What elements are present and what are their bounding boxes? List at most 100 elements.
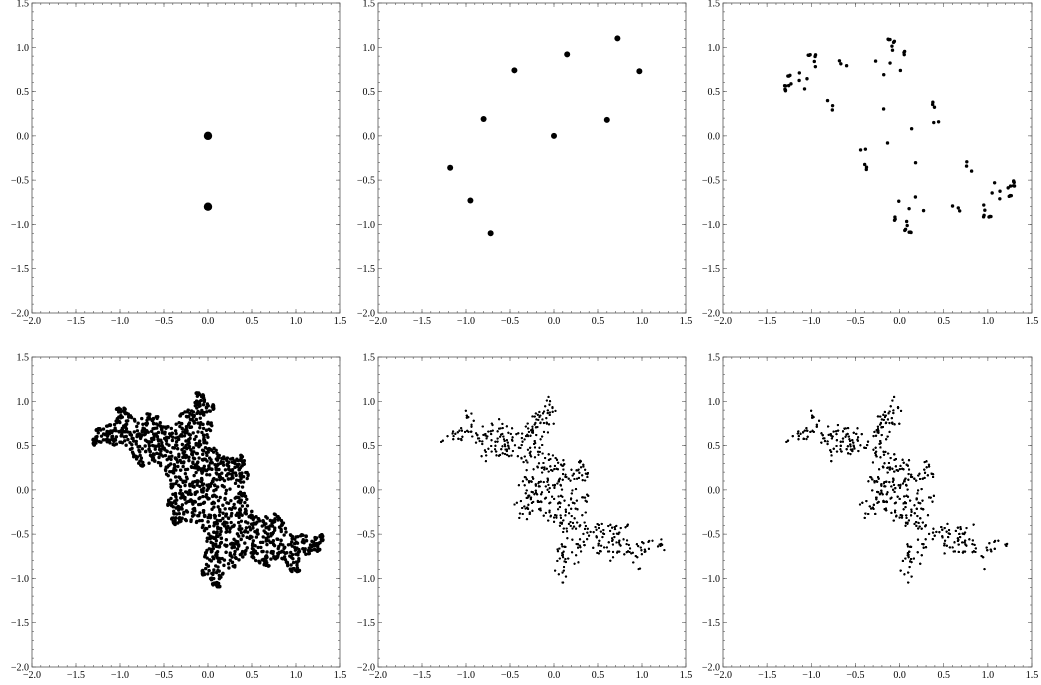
x-tick-label: 0.0 xyxy=(202,316,215,327)
data-point xyxy=(316,545,320,549)
data-point xyxy=(226,516,231,521)
x-tick-label: 0.0 xyxy=(548,670,561,681)
data-point xyxy=(208,536,212,541)
data-point xyxy=(998,189,1002,193)
data-point xyxy=(209,559,214,563)
data-point xyxy=(222,558,227,562)
data-point xyxy=(609,523,612,526)
data-point xyxy=(131,439,136,443)
data-point xyxy=(807,53,811,58)
data-point xyxy=(614,35,621,42)
data-point xyxy=(187,455,191,459)
data-point xyxy=(583,521,586,524)
data-point xyxy=(577,561,580,564)
data-point xyxy=(496,437,499,440)
data-point xyxy=(534,489,537,492)
data-point xyxy=(559,516,562,519)
data-point xyxy=(265,532,270,536)
data-point xyxy=(175,447,180,451)
data-point xyxy=(574,488,578,491)
data-point xyxy=(583,527,587,531)
data-point xyxy=(205,472,209,477)
data-point xyxy=(541,418,544,421)
data-point xyxy=(240,527,244,531)
data-point xyxy=(489,430,492,433)
data-point xyxy=(217,569,221,573)
data-point xyxy=(452,430,455,433)
data-point xyxy=(97,440,102,444)
data-point xyxy=(290,567,295,571)
data-point xyxy=(564,51,571,58)
data-point xyxy=(556,559,559,563)
data-point xyxy=(495,450,498,453)
data-point xyxy=(904,219,909,224)
data-point xyxy=(622,538,625,541)
data-point xyxy=(245,535,249,540)
data-point xyxy=(133,419,137,423)
x-tick-label: −1.5 xyxy=(758,316,776,327)
data-point xyxy=(584,499,587,502)
data-point xyxy=(541,452,544,455)
data-point xyxy=(174,468,178,472)
data-point xyxy=(214,538,219,543)
data-point xyxy=(216,462,220,466)
data-point xyxy=(172,471,176,475)
data-point xyxy=(541,412,545,415)
data-point xyxy=(173,475,178,479)
data-point xyxy=(533,456,537,459)
data-point xyxy=(570,497,573,500)
data-point xyxy=(1008,193,1013,198)
data-point xyxy=(238,552,242,557)
data-point xyxy=(533,493,536,496)
data-point xyxy=(297,550,301,554)
data-point xyxy=(550,469,553,472)
data-point xyxy=(204,428,209,432)
data-point xyxy=(175,512,179,516)
data-point xyxy=(594,526,597,529)
data-point xyxy=(242,530,247,534)
data-point xyxy=(189,417,194,422)
data-point xyxy=(557,573,560,576)
data-point xyxy=(549,465,552,468)
data-point xyxy=(202,571,206,575)
data-point xyxy=(206,520,210,524)
data-point xyxy=(146,412,150,416)
data-point xyxy=(813,54,817,59)
data-point xyxy=(627,543,630,546)
data-point xyxy=(183,471,188,476)
data-point xyxy=(224,530,228,534)
x-tick-label: −2.0 xyxy=(369,670,387,681)
data-point xyxy=(602,529,605,532)
data-point xyxy=(225,543,229,548)
data-point xyxy=(558,524,561,527)
data-point xyxy=(515,501,518,504)
data-point xyxy=(155,434,160,439)
y-tick-label: 0.0 xyxy=(363,485,376,496)
data-point xyxy=(538,446,541,449)
data-point xyxy=(120,415,125,419)
data-point xyxy=(228,530,232,534)
data-point xyxy=(553,520,556,523)
data-point xyxy=(541,466,544,469)
data-point xyxy=(639,546,642,549)
data-point xyxy=(200,408,204,413)
data-point xyxy=(224,473,229,478)
data-point xyxy=(147,440,152,444)
y-tick-label: −2.0 xyxy=(357,309,375,320)
data-point xyxy=(256,545,260,550)
data-point xyxy=(239,519,244,523)
y-tick-label: −2.0 xyxy=(357,663,375,674)
data-point xyxy=(472,419,475,422)
data-point xyxy=(167,499,171,503)
data-point xyxy=(537,418,540,421)
data-point xyxy=(262,523,267,527)
plot-frame xyxy=(377,2,687,314)
data-point xyxy=(490,439,493,442)
data-point xyxy=(240,549,245,554)
data-point xyxy=(563,560,566,563)
data-point xyxy=(158,421,162,425)
data-point xyxy=(175,460,180,464)
data-point xyxy=(553,486,556,489)
data-point xyxy=(564,508,567,511)
data-point xyxy=(135,429,140,433)
